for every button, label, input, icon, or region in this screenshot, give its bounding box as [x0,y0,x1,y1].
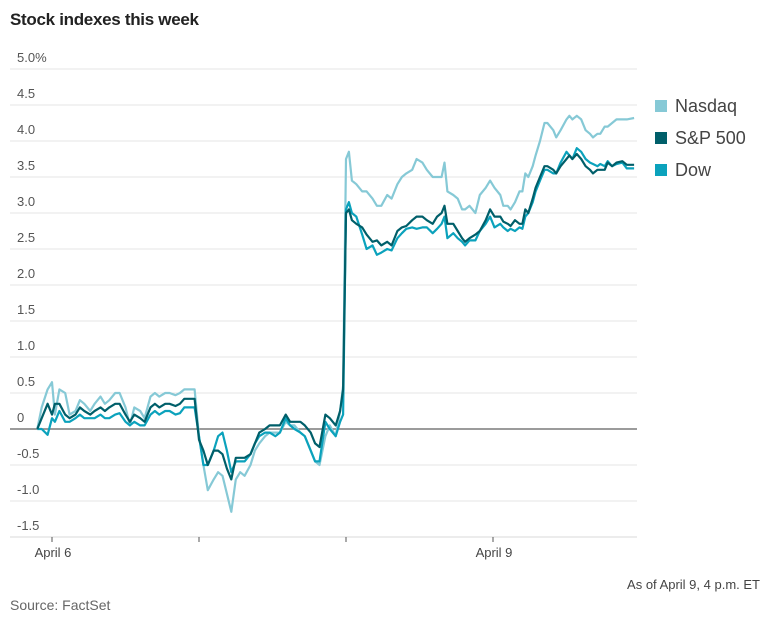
y-tick-label: 4.0 [17,122,35,137]
legend-label-sp500: S&P 500 [675,127,746,148]
legend: Nasdaq S&P 500 Dow [655,90,746,186]
x-tick-label: April 6 [35,545,72,560]
series-lines [36,114,635,513]
y-tick-label: 3.0 [17,194,35,209]
y-tick-label: 1.5 [17,302,35,317]
series-line-sp500 [36,152,635,481]
y-axis-ticks: 5.0% 4.5 4.0 3.5 3.0 2.5 2.0 1.5 1.0 0.5 0 -0.5 -1.0… [17,50,47,533]
y-tick-label: -1.0 [17,482,39,497]
y-tick-label: 1.0 [17,338,35,353]
y-tick-label: 2.0 [17,266,35,281]
legend-swatch-dow [655,164,667,176]
y-tick-label: -0.5 [17,446,39,461]
y-tick-label: 5.0% [17,50,47,65]
series-line-dow [37,147,635,474]
legend-label-dow: Dow [675,159,712,180]
x-axis: April 6 April 9 [35,537,513,560]
legend-label-nasdaq: Nasdaq [675,95,738,116]
y-tick-label: 0 [17,410,24,425]
y-tick-label: -1.5 [17,518,39,533]
series-line-nasdaq [36,114,635,513]
gridlines [10,68,637,538]
as-of-note: As of April 9, 4 p.m. ET [627,577,760,592]
x-tick-label: April 9 [476,545,513,560]
legend-item-nasdaq: Nasdaq [655,90,746,122]
chart-title: Stock indexes this week [10,10,199,29]
legend-swatch-sp500 [655,132,667,144]
legend-item-sp500: S&P 500 [655,122,746,154]
legend-swatch-nasdaq [655,100,667,112]
y-tick-label: 3.5 [17,158,35,173]
y-tick-label: 0.5 [17,374,35,389]
source-note: Source: FactSet [10,597,111,613]
y-tick-label: 2.5 [17,230,35,245]
y-tick-label: 4.5 [17,86,35,101]
legend-item-dow: Dow [655,154,746,186]
